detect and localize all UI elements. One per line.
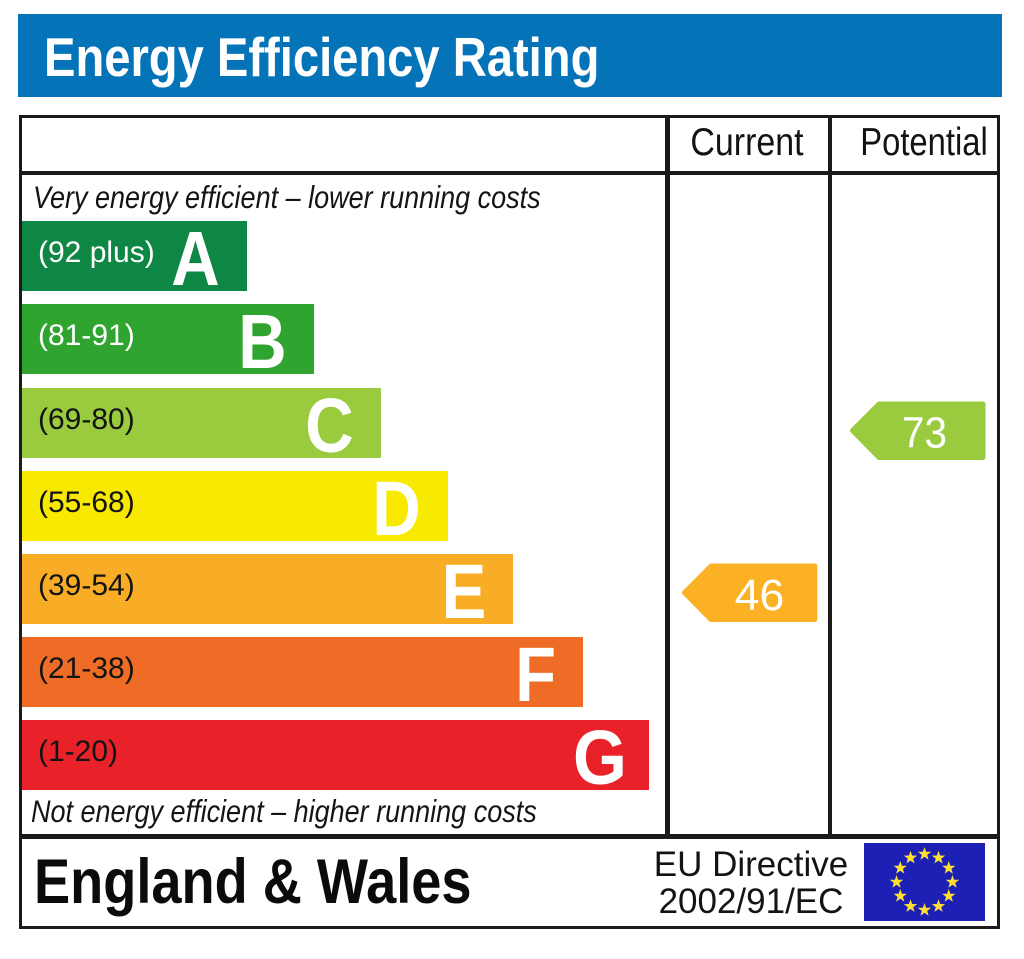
svg-text:73: 73 bbox=[902, 409, 947, 458]
svg-text:46: 46 bbox=[735, 571, 785, 620]
